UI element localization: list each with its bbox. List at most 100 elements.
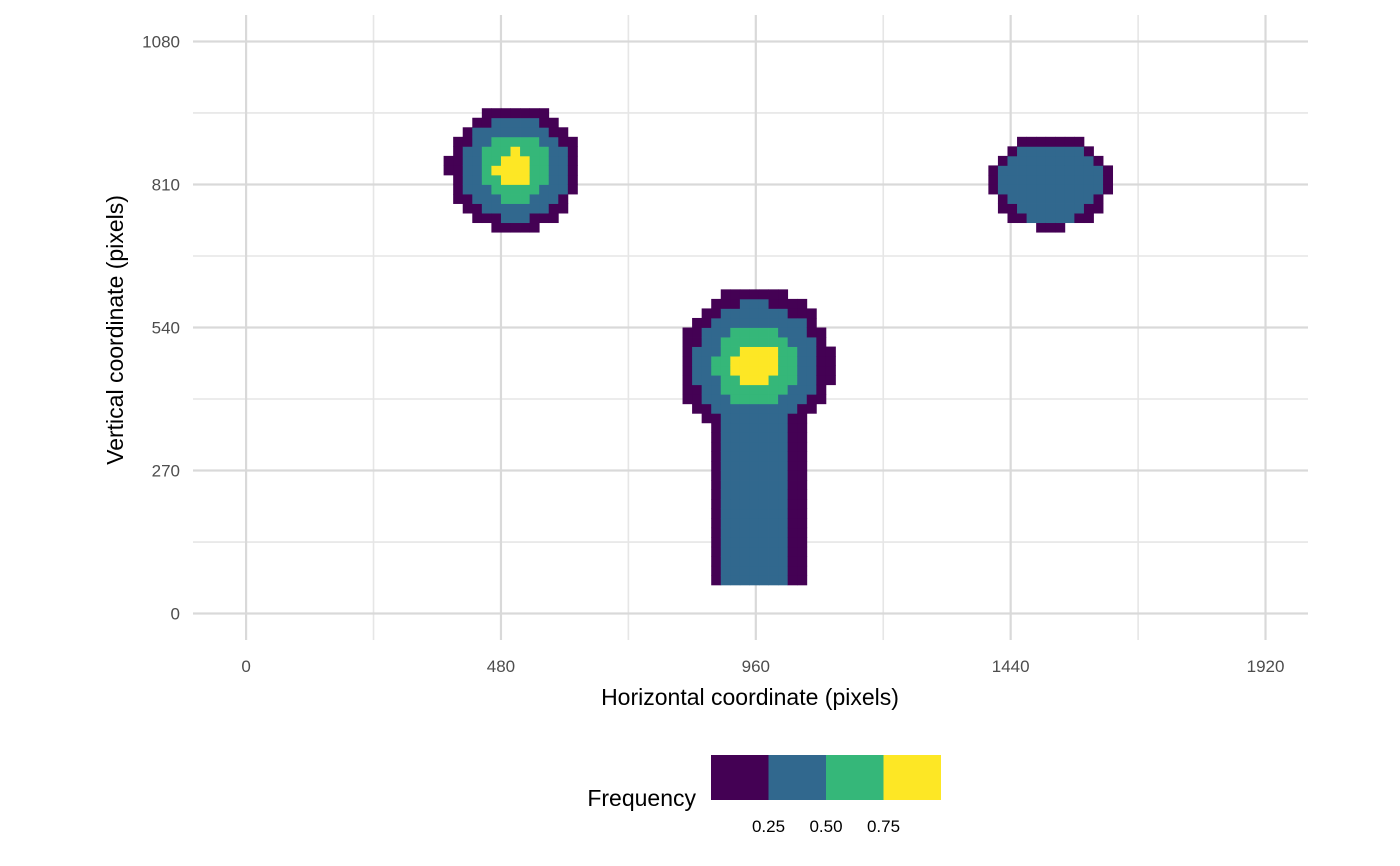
heatmap-tile	[1083, 155, 1094, 166]
heatmap-tile	[730, 337, 741, 347]
heatmap-tile	[787, 308, 798, 319]
heatmap-tile	[768, 327, 779, 338]
heatmap-tile	[520, 194, 531, 204]
heatmap-tile	[758, 394, 769, 405]
heatmap-tile	[758, 432, 769, 443]
heatmap-tile	[739, 413, 750, 424]
heatmap-tile	[491, 203, 502, 214]
heatmap-tile	[730, 317, 741, 328]
heatmap-tile	[797, 298, 808, 309]
heatmap-tile	[778, 432, 789, 443]
heatmap-tile	[1007, 184, 1018, 195]
heatmap-tile	[758, 356, 769, 367]
heatmap-tile	[500, 194, 511, 204]
heatmap-tile	[720, 337, 731, 347]
heatmap-tile	[453, 136, 464, 147]
heatmap-tile	[797, 489, 808, 500]
heatmap-tile	[768, 346, 779, 357]
heatmap-tile	[491, 222, 502, 233]
heatmap-tile	[816, 365, 827, 376]
heatmap-tile	[481, 127, 492, 138]
heatmap-tile	[1103, 165, 1114, 176]
heatmap-tile	[720, 499, 731, 510]
heatmap-tile	[529, 165, 540, 176]
heatmap-tile	[768, 337, 779, 347]
heatmap-tile	[778, 337, 789, 347]
heatmap-tile	[730, 432, 741, 443]
heatmap-tile	[787, 451, 798, 462]
heatmap-tile	[787, 413, 798, 424]
heatmap-tile	[758, 308, 769, 319]
heatmap-tile	[711, 432, 722, 443]
heatmap-tile	[787, 403, 798, 414]
heatmap-tile	[730, 346, 741, 357]
heatmap-tile	[778, 499, 789, 510]
heatmap-tile	[720, 527, 731, 538]
heatmap-tile	[778, 508, 789, 519]
heatmap-tile	[739, 432, 750, 443]
heatmap-tile	[988, 184, 999, 195]
heatmap-tile	[481, 155, 492, 166]
heatmap-tile	[1074, 155, 1085, 166]
heatmap-tile	[787, 298, 798, 309]
heatmap-tile	[491, 213, 502, 224]
heatmap-tile	[711, 518, 722, 529]
heatmap-tile	[453, 174, 464, 185]
heatmap-tile	[711, 441, 722, 452]
heatmap-tile	[558, 136, 569, 147]
heatmap-tile	[730, 327, 741, 338]
heatmap-tile	[1017, 213, 1027, 224]
heatmap-tile	[529, 108, 540, 119]
heatmap-tile	[739, 308, 750, 319]
heatmap-tile	[778, 575, 789, 586]
heatmap-tile	[1064, 203, 1075, 214]
heatmap-tile	[749, 356, 760, 367]
heatmap-tile	[749, 480, 760, 490]
heatmap-tile	[548, 136, 559, 147]
heatmap-tile	[711, 422, 722, 433]
heatmap-tile	[1036, 213, 1047, 224]
heatmap-tile	[481, 136, 492, 147]
heatmap-tile	[711, 394, 722, 405]
heatmap-tile	[520, 222, 531, 233]
heatmap-tile	[806, 384, 817, 395]
heatmap-tile	[730, 537, 741, 548]
heatmap-tile	[768, 575, 779, 586]
heatmap-tile	[720, 356, 731, 367]
heatmap-tile	[778, 356, 789, 367]
heatmap-tile	[778, 289, 789, 300]
heatmap-tile	[548, 117, 559, 128]
heatmap-tile	[730, 470, 741, 481]
heatmap-tile	[491, 174, 502, 185]
heatmap-tile	[711, 556, 722, 567]
heatmap-tile	[749, 346, 760, 357]
heatmap-tile	[701, 356, 712, 367]
heatmap-tile	[1045, 165, 1056, 176]
heatmap-tile	[797, 556, 808, 567]
heatmap-tile	[787, 518, 798, 529]
heatmap-tile	[558, 184, 569, 195]
heatmap-tile	[720, 508, 731, 519]
heatmap-tile	[787, 346, 798, 357]
heatmap-tile	[1026, 136, 1037, 147]
heatmap-tile	[739, 317, 750, 328]
heatmap-tile	[558, 155, 569, 166]
heatmap-tile	[749, 289, 760, 300]
heatmap-tile	[778, 384, 789, 395]
heatmap-tile	[1026, 203, 1037, 214]
heatmap-tile	[720, 537, 731, 548]
heatmap-tile	[806, 375, 817, 386]
heatmap-tile	[806, 327, 817, 338]
heatmap-tile	[758, 422, 769, 433]
heatmap-tile	[539, 127, 550, 138]
heatmap-tile	[510, 108, 521, 119]
heatmap-tile	[548, 174, 559, 185]
heatmap-tile	[453, 184, 464, 195]
heatmap-tile	[730, 289, 741, 300]
heatmap-tile	[739, 298, 750, 309]
heatmap-tile	[520, 174, 531, 185]
heatmap-tile	[778, 441, 789, 452]
heatmap-tile	[797, 403, 808, 414]
heatmap-tile	[529, 184, 540, 195]
